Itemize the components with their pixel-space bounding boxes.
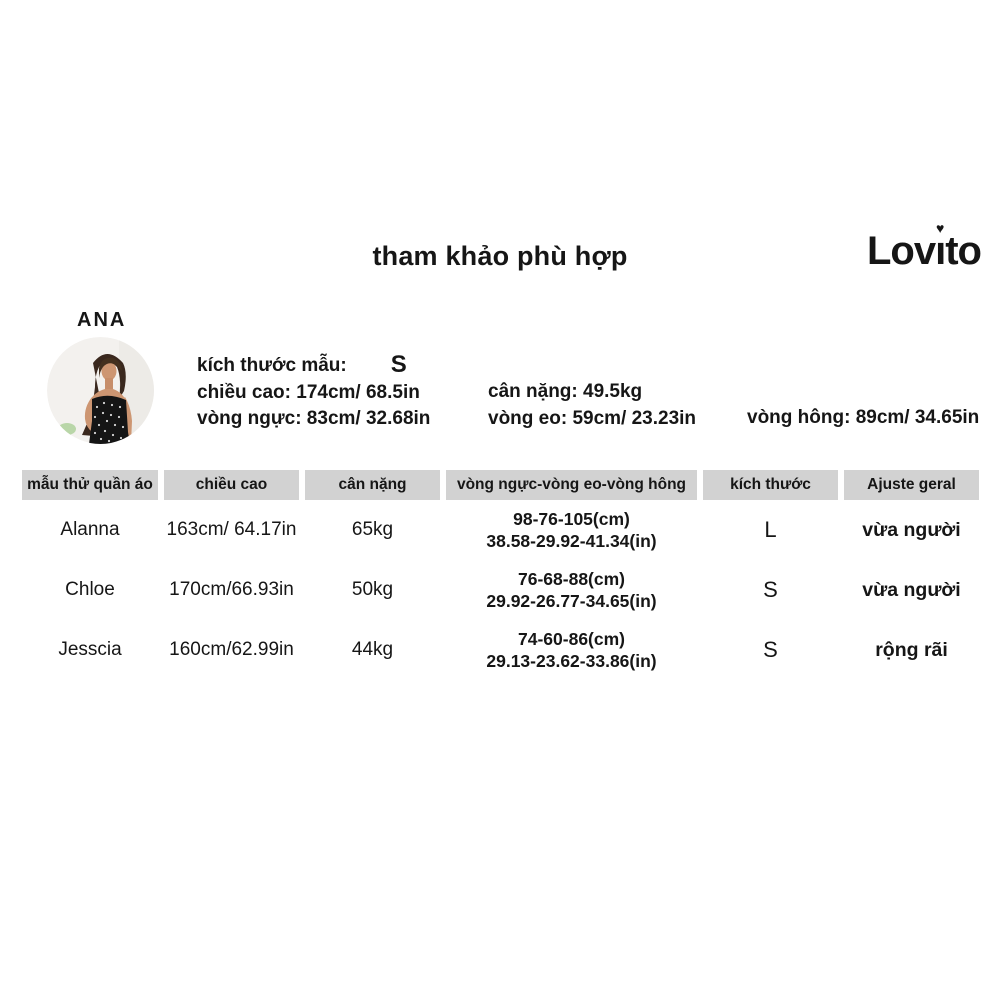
size-reference-table: mẫu thử quần áo chiều cao cân nặng vòng … bbox=[22, 470, 979, 680]
row-fit: rộng rãi bbox=[875, 638, 948, 661]
model-height: chiều cao: 174cm/ 68.5in bbox=[197, 381, 420, 403]
row-measurements-cm: 74-60-86(cm) bbox=[518, 628, 625, 649]
row-name: Alanna bbox=[60, 519, 120, 540]
row-height: 170cm/66.93in bbox=[169, 579, 294, 600]
header-cell-height: chiều cao bbox=[164, 470, 299, 500]
row-weight: 44kg bbox=[351, 639, 394, 660]
brand-logo-pre: Lov bbox=[866, 229, 936, 273]
table-row: Jesscia 160cm/62.99in 44kg 74-60-86(cm) … bbox=[22, 620, 979, 680]
header-cell-size: kích thước bbox=[703, 470, 838, 500]
model-measurements-right: vòng hông: 89cm/ 34.65in bbox=[747, 405, 979, 432]
row-height: 160cm/62.99in bbox=[169, 639, 294, 660]
row-fit: vừa người bbox=[862, 518, 961, 541]
row-measurements: 76-68-88(cm) 29.92-26.77-34.65(in) bbox=[446, 560, 697, 620]
model-hip: vòng hông: 89cm/ 34.65in bbox=[747, 407, 980, 428]
model-size-line: kích thước mẫu: S bbox=[197, 351, 430, 380]
row-size: S bbox=[763, 577, 778, 602]
model-weight: cân nặng: 49.5kg bbox=[488, 381, 643, 402]
row-size: S bbox=[763, 637, 778, 662]
model-bust: vòng ngực: 83cm/ 32.68in bbox=[197, 408, 431, 429]
header-cell-tester: mẫu thử quần áo bbox=[22, 470, 158, 500]
header-cell-fit: Ajuste geral bbox=[844, 470, 979, 500]
row-name: Jesscia bbox=[58, 639, 122, 660]
model-measurements-middle: cân nặng: 49.5kg vòng eo: 59cm/ 23.23in bbox=[488, 379, 696, 432]
table-header-row: mẫu thử quần áo chiều cao cân nặng vòng … bbox=[22, 470, 979, 500]
header-cell-weight: cân nặng bbox=[305, 470, 440, 500]
row-measurements-cm: 76-68-88(cm) bbox=[518, 568, 625, 589]
table-row: Alanna 163cm/ 64.17in 65kg 98-76-105(cm)… bbox=[22, 500, 979, 560]
row-measurements-in: 38.58-29.92-41.34(in) bbox=[486, 531, 657, 551]
brand-logo-i: ı ♥ bbox=[935, 220, 946, 273]
row-weight: 50kg bbox=[351, 579, 394, 600]
model-name: ANA bbox=[77, 309, 127, 331]
row-size: L bbox=[764, 517, 777, 542]
row-measurements-cm: 98-76-105(cm) bbox=[513, 508, 630, 529]
row-name: Chloe bbox=[65, 579, 115, 600]
row-weight: 65kg bbox=[351, 519, 394, 540]
row-measurements-in: 29.13-23.62-33.86(in) bbox=[486, 651, 657, 671]
brand-logo-post: to bbox=[945, 229, 982, 273]
brand-logo: Lovı ♥ to bbox=[866, 220, 982, 274]
model-size-label: kích thước mẫu: bbox=[197, 355, 347, 376]
row-measurements: 98-76-105(cm) 38.58-29.92-41.34(in) bbox=[446, 500, 697, 560]
page-title: tham khảo phù hợp bbox=[372, 241, 628, 271]
table-row: Chloe 170cm/66.93in 50kg 76-68-88(cm) 29… bbox=[22, 560, 979, 620]
model-measurements-left: kích thước mẫu: S chiều cao: 174cm/ 68.5i… bbox=[197, 351, 431, 433]
row-height: 163cm/ 64.17in bbox=[166, 519, 297, 540]
model-photo bbox=[47, 337, 154, 444]
row-measurements: 74-60-86(cm) 29.13-23.62-33.86(in) bbox=[446, 620, 697, 680]
header-cell-measurements: vòng ngực-vòng eo-vòng hông bbox=[446, 470, 697, 500]
model-waist: vòng eo: 59cm/ 23.23in bbox=[488, 407, 697, 429]
model-photo-illustration bbox=[47, 337, 154, 444]
row-measurements-in: 29.92-26.77-34.65(in) bbox=[486, 591, 657, 611]
row-fit: vừa người bbox=[862, 578, 961, 601]
heart-icon: ♥ bbox=[936, 220, 945, 236]
model-size-value: S bbox=[390, 351, 407, 378]
